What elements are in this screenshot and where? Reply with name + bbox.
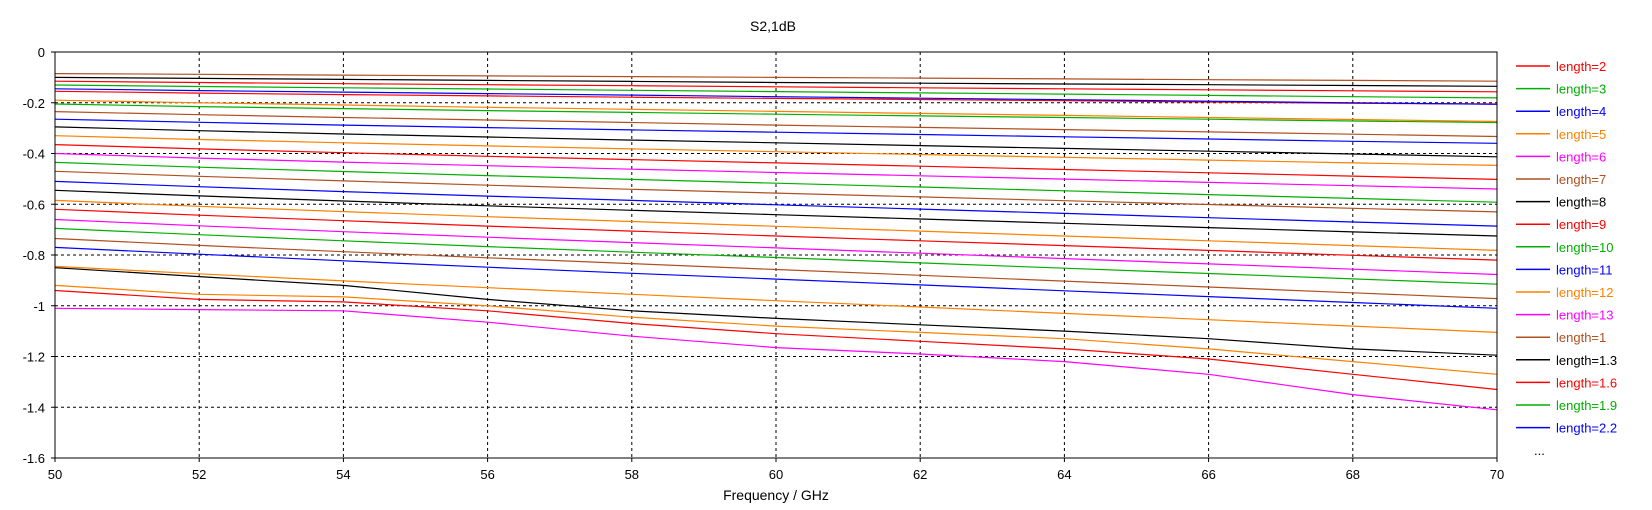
x-tick-label: 58	[625, 467, 639, 482]
legend-label: length=9	[1556, 217, 1606, 232]
y-tick-label: -0.4	[23, 147, 45, 162]
series-line	[54, 99, 1498, 123]
x-tick-label: 52	[192, 467, 206, 482]
series-line	[54, 88, 1498, 105]
series-line	[54, 103, 1498, 124]
y-tick-label: -1	[33, 299, 45, 314]
series-line	[54, 199, 1498, 251]
legend-label: length=13	[1556, 308, 1613, 323]
x-tick-label: 56	[480, 467, 494, 482]
y-tick-label: -1.4	[23, 400, 45, 415]
x-tick-label: 64	[1057, 467, 1071, 482]
series-line	[54, 237, 1498, 300]
series-line	[54, 307, 1498, 411]
legend-label: length=10	[1556, 240, 1613, 255]
series-line	[54, 170, 1498, 213]
legend-label: length=1.6	[1556, 375, 1617, 390]
legend-label: length=8	[1556, 195, 1606, 210]
x-tick-label: 66	[1201, 467, 1215, 482]
x-axis-label: Frequency / GHz	[723, 487, 829, 503]
series-line	[54, 227, 1498, 285]
series-line	[54, 73, 1498, 82]
y-tick-label: -1.2	[23, 350, 45, 365]
series-line	[54, 126, 1498, 158]
y-tick-label: -1.6	[23, 451, 45, 466]
series-line	[54, 218, 1498, 276]
plot-series	[54, 73, 1498, 411]
series-line	[54, 246, 1498, 309]
y-tick-label: -0.2	[23, 96, 45, 111]
series-line	[54, 84, 1498, 99]
series-line	[54, 284, 1498, 375]
y-tick-label: -0.6	[23, 197, 45, 212]
series-line	[54, 118, 1498, 144]
x-tick-label: 54	[336, 467, 350, 482]
x-tick-label: 50	[48, 467, 62, 482]
legend-label: length=4	[1556, 104, 1606, 119]
legend-label: length=2	[1556, 59, 1606, 74]
x-axis-ticks: 50 52 54 56 58 60 62 64 66 68 70	[48, 458, 1504, 482]
x-tick-label: 62	[913, 467, 927, 482]
legend-label: length=1	[1556, 330, 1606, 345]
series-line	[54, 80, 1498, 93]
legend-label: length=1.9	[1556, 398, 1617, 413]
series-line	[54, 152, 1498, 190]
series-line	[54, 76, 1498, 87]
legend-label: length=7	[1556, 172, 1606, 187]
legend-label: length=6	[1556, 149, 1606, 164]
legend-label: length=5	[1556, 127, 1606, 142]
legend: length=2 length=3 length=4 length=5 length=6…	[1516, 59, 1617, 458]
series-line	[54, 111, 1498, 138]
x-tick-label: 70	[1490, 467, 1504, 482]
y-tick-label: -0.8	[23, 248, 45, 263]
legend-label: length=3	[1556, 82, 1606, 97]
y-axis-ticks: 0 -0.2 -0.4 -0.6 -0.8 -1 -1.2 -1.4 -1.6	[23, 45, 55, 466]
legend-label: length=11	[1556, 262, 1613, 277]
legend-more-indicator: ...	[1534, 443, 1545, 458]
x-tick-label: 60	[769, 467, 783, 482]
legend-label: length=2.2	[1556, 421, 1617, 436]
series-line	[54, 189, 1498, 237]
series-line	[54, 208, 1498, 261]
series-line	[54, 144, 1498, 180]
series-line	[54, 265, 1498, 333]
x-tick-label: 68	[1346, 467, 1360, 482]
legend-label: length=12	[1556, 285, 1613, 300]
series-line	[54, 267, 1498, 356]
series-line	[54, 180, 1498, 227]
legend-label: length=1.3	[1556, 353, 1617, 368]
y-tick-label: 0	[38, 45, 45, 60]
grid-lines	[55, 52, 1497, 458]
series-line	[54, 135, 1498, 166]
series-line	[54, 289, 1498, 391]
chart-title: S2,1dB	[750, 18, 796, 34]
series-line	[54, 161, 1498, 203]
series-line	[54, 90, 1498, 105]
